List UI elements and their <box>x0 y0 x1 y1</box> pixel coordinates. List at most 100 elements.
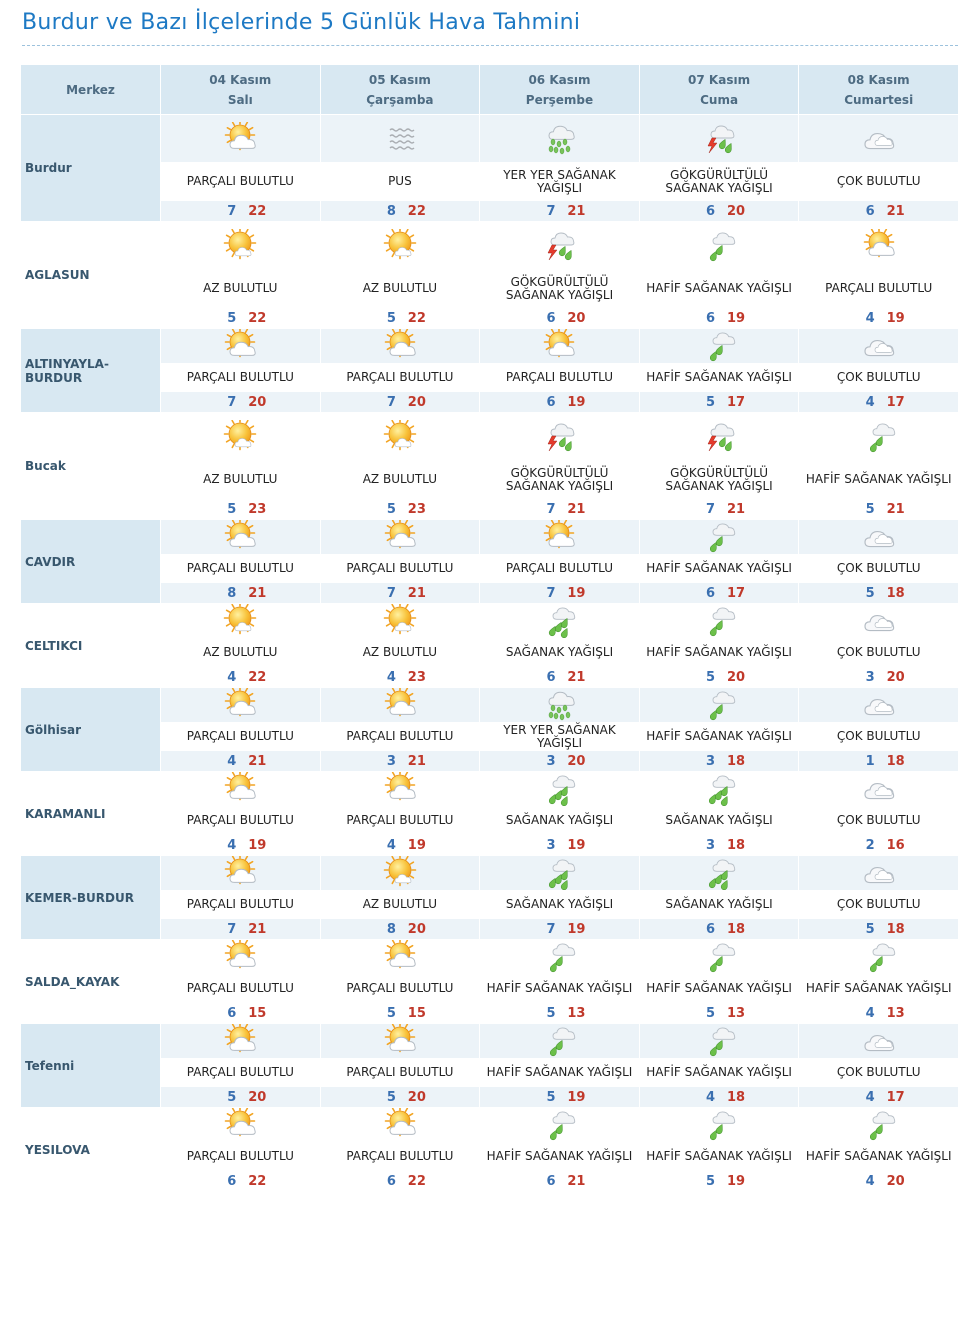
temperature-cell: 5 15 <box>319 1002 481 1024</box>
weather-icon-cell <box>479 412 640 461</box>
condition-text: PARÇALI BULUTLU <box>160 890 321 919</box>
min-temperature: 4 <box>865 310 875 326</box>
min-temperature: 7 <box>546 203 556 219</box>
condition-row: PARÇALI BULUTLU AZ BULUTLU SAĞANAK YAĞIŞLI… <box>21 890 959 919</box>
light-showers-icon <box>869 943 895 972</box>
min-temperature: 6 <box>386 1173 396 1189</box>
max-temperature: 21 <box>567 203 586 219</box>
condition-text: HAFİF SAĞANAK YAĞIŞLI <box>638 1142 800 1171</box>
city-name: YESILOVA <box>20 1107 161 1192</box>
header-day: 05 Kasım Çarşamba <box>319 64 481 115</box>
max-temperature: 20 <box>407 1089 426 1105</box>
condition-text: HAFİF SAĞANAK YAĞIŞLI <box>638 638 800 667</box>
condition-text: PARÇALI BULUTLU <box>319 554 481 583</box>
city-row-group: CELTIKCI AZ BULUTLU AZ BULUTLU SAĞANAK YAĞI… <box>20 603 959 688</box>
partly-cloudy-icon <box>224 1024 256 1053</box>
temperature-cell: 7 21 <box>160 918 321 940</box>
condition-text: GÖKGÜRÜLTÜLÜ SAĞANAK YAĞIŞLI <box>479 460 640 499</box>
icon-row: KEMER-BURDUR <box>20 855 959 940</box>
min-temperature: 7 <box>706 501 716 517</box>
condition-text: HAFİF SAĞANAK YAĞIŞLI <box>638 974 800 1003</box>
city-name: AGLASUN <box>20 221 161 329</box>
day-date: 05 Kasım <box>368 72 431 87</box>
heavy-showers-icon <box>549 859 576 890</box>
weather-icon-cell <box>319 328 481 364</box>
temperature-cell: 4 22 <box>160 666 321 688</box>
weather-icon-cell <box>479 1107 640 1143</box>
condition-text: SAĞANAK YAĞIŞLI <box>479 806 640 835</box>
city-row-group: ALTINYAYLA-BURDUR PARÇALI BULUTLU PARÇALI … <box>20 328 959 413</box>
light-showers-icon <box>550 1111 576 1140</box>
max-temperature: 15 <box>407 1005 426 1021</box>
max-temperature: 20 <box>886 669 905 685</box>
partly-cloudy-icon <box>544 520 576 549</box>
max-temperature: 19 <box>567 837 586 853</box>
max-temperature: 13 <box>567 1005 586 1021</box>
condition-text: AZ BULUTLU <box>319 460 481 499</box>
day-date: 06 Kasım <box>528 72 591 87</box>
condition-row: PARÇALI BULUTLU PARÇALI BULUTLU SAĞANAK YA… <box>21 806 959 835</box>
temperature-row: 7 22 8 22 7 21 6 20 6 21 <box>21 200 959 222</box>
condition-text: PARÇALI BULUTLU <box>319 722 481 751</box>
temperature-cell: 6 15 <box>160 1002 321 1024</box>
thunderstorm-icon <box>707 423 735 451</box>
weather-icon-cell <box>479 603 640 639</box>
min-temperature: 3 <box>865 669 875 685</box>
condition-text: HAFİF SAĞANAK YAĞIŞLI <box>638 722 800 751</box>
temperature-cell: 6 20 <box>479 307 640 329</box>
temperature-cell: 5 21 <box>798 498 959 520</box>
condition-text: PARÇALI BULUTLU <box>160 974 321 1003</box>
header-day: 07 Kasım Cuma <box>638 64 800 115</box>
temperature-cell: 2 16 <box>798 834 959 856</box>
condition-row: PARÇALI BULUTLU PARÇALI BULUTLU HAFİF SAĞA… <box>21 974 959 1003</box>
min-temperature: 6 <box>227 1005 237 1021</box>
icon-row: CAVDIR <box>20 519 959 604</box>
condition-row: PARÇALI BULUTLU PARÇALI BULUTLU HAFİF SAĞA… <box>21 1058 959 1087</box>
light-showers-icon <box>709 231 736 261</box>
max-temperature: 21 <box>407 753 426 769</box>
condition-text: PARÇALI BULUTLU <box>319 363 481 392</box>
min-temperature: 5 <box>706 1173 716 1189</box>
day-date: 08 Kasım <box>847 72 910 87</box>
mostly-sunny-icon <box>383 419 417 450</box>
city-name: KEMER-BURDUR <box>20 855 161 940</box>
overcast-icon <box>864 339 894 357</box>
condition-text-wrap: GÖKGÜRÜLTÜLÜ SAĞANAK YAĞIŞLI <box>505 274 614 302</box>
weather-icon-cell <box>160 771 321 807</box>
condition-text: AZ BULUTLU <box>319 638 481 667</box>
temperature-cell: 5 19 <box>479 1086 640 1108</box>
condition-text-wrap: GÖKGÜRÜLTÜLÜ SAĞANAK YAĞIŞLI <box>665 167 773 195</box>
min-temperature: 8 <box>386 203 396 219</box>
min-temperature: 5 <box>386 1089 396 1105</box>
condition-text: PARÇALI BULUTLU <box>160 363 321 392</box>
weather-icon-cell <box>798 519 959 555</box>
max-temperature: 20 <box>726 203 746 219</box>
partly-cloudy-icon <box>224 688 256 717</box>
condition-text: HAFİF SAĞANAK YAĞIŞLI <box>638 1058 800 1087</box>
temperature-cell: 5 19 <box>638 1170 800 1192</box>
temperature-cell: 5 18 <box>798 582 959 604</box>
partly-cloudy-icon <box>544 329 576 358</box>
condition-text: HAFİF SAĞANAK YAĞIŞLI <box>479 1058 640 1087</box>
min-temperature: 6 <box>546 669 556 685</box>
condition-text: HAFİF SAĞANAK YAĞIŞLI <box>798 1142 959 1171</box>
day-weekday: Çarşamba <box>366 92 434 107</box>
temperature-cell: 4 13 <box>798 1002 959 1024</box>
min-temperature: 5 <box>546 1005 556 1021</box>
min-temperature: 3 <box>706 837 716 853</box>
max-temperature: 20 <box>567 753 586 769</box>
min-temperature: 4 <box>386 669 396 685</box>
temperature-cell: 3 21 <box>319 750 481 772</box>
temperature-cell: 5 17 <box>638 391 800 413</box>
city-row-group: Tefenni PARÇALI BULUTLU PARÇALI BULUTLU HAF… <box>20 1023 959 1108</box>
partly-cloudy-icon <box>224 856 256 885</box>
min-temperature: 7 <box>227 921 237 937</box>
temperature-cell: 5 23 <box>160 498 321 520</box>
temperature-cell: 6 21 <box>479 666 640 688</box>
light-showers-icon <box>709 607 736 636</box>
weather-icon-cell <box>798 1107 959 1143</box>
weather-icon-cell <box>319 687 481 723</box>
condition-text: ÇOK BULUTLU <box>798 722 959 751</box>
temperature-cell: 8 22 <box>319 200 481 222</box>
icon-row: SALDA_KAYAK <box>20 939 959 1024</box>
